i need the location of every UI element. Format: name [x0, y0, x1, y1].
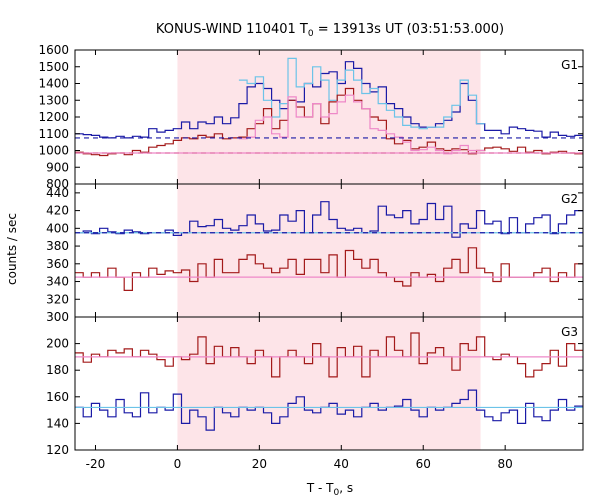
x-tick-label: 40	[334, 457, 349, 471]
panel-g1-series-0	[75, 61, 583, 139]
y-axis-label: counts / sec	[5, 213, 19, 285]
panel-g1-series-1	[238, 57, 485, 130]
panel-label-g1: G1	[561, 58, 578, 72]
y-tick-label: 380	[46, 239, 69, 253]
x-tick-label: -20	[86, 457, 106, 471]
panel-g3-series-0	[75, 332, 583, 378]
axes-layer: 8009001000110012001300140015001600G13003…	[38, 43, 584, 471]
y-tick-label: 340	[46, 275, 69, 289]
y-tick-label: 800	[46, 177, 69, 191]
x-tick-label: 20	[252, 457, 267, 471]
y-tick-label: 320	[46, 292, 69, 306]
panel-g2-series-0	[75, 201, 583, 238]
panel-g1-series-2	[75, 87, 583, 157]
y-tick-label: 140	[46, 416, 69, 430]
x-tick-label: 0	[174, 457, 182, 471]
y-tick-label: 1600	[38, 43, 69, 57]
panel-g3-frame	[74, 316, 584, 451]
panel-g3-series	[75, 332, 583, 431]
y-tick-label: 900	[46, 160, 69, 174]
y-tick-label: 1400	[38, 77, 69, 91]
y-tick-label: 440	[46, 186, 69, 200]
chart-title: KONUS-WIND 110401 T0 = 13913s UT (03:51:…	[156, 22, 504, 39]
panel-label-g2: G2	[561, 192, 578, 206]
y-tick-label: 120	[46, 443, 69, 457]
y-tick-label: 200	[46, 337, 69, 351]
panel-g2-series-3	[75, 247, 583, 291]
panel-g2-series	[75, 201, 583, 291]
y-tick-label: 420	[46, 204, 69, 218]
series-layer	[75, 57, 583, 431]
y-tick-label: 160	[46, 390, 69, 404]
y-tick-label: 1000	[38, 144, 69, 158]
y-tick-label: 180	[46, 363, 69, 377]
y-tick-label: 1200	[38, 110, 69, 124]
y-tick-label: 400	[46, 221, 69, 235]
y-tick-label: 300	[46, 310, 69, 324]
panel-g1-series-3	[238, 94, 485, 155]
panel-label-g3: G3	[561, 325, 578, 339]
y-tick-label: 1100	[38, 127, 69, 141]
y-tick-label: 1300	[38, 93, 69, 107]
panel-g1-series	[75, 57, 583, 157]
x-axis-label: T - T0, s	[306, 481, 353, 498]
y-tick-label: 1500	[38, 60, 69, 74]
x-tick-label: 60	[416, 457, 431, 471]
x-tick-label: 80	[498, 457, 513, 471]
y-tick-label: 360	[46, 257, 69, 271]
